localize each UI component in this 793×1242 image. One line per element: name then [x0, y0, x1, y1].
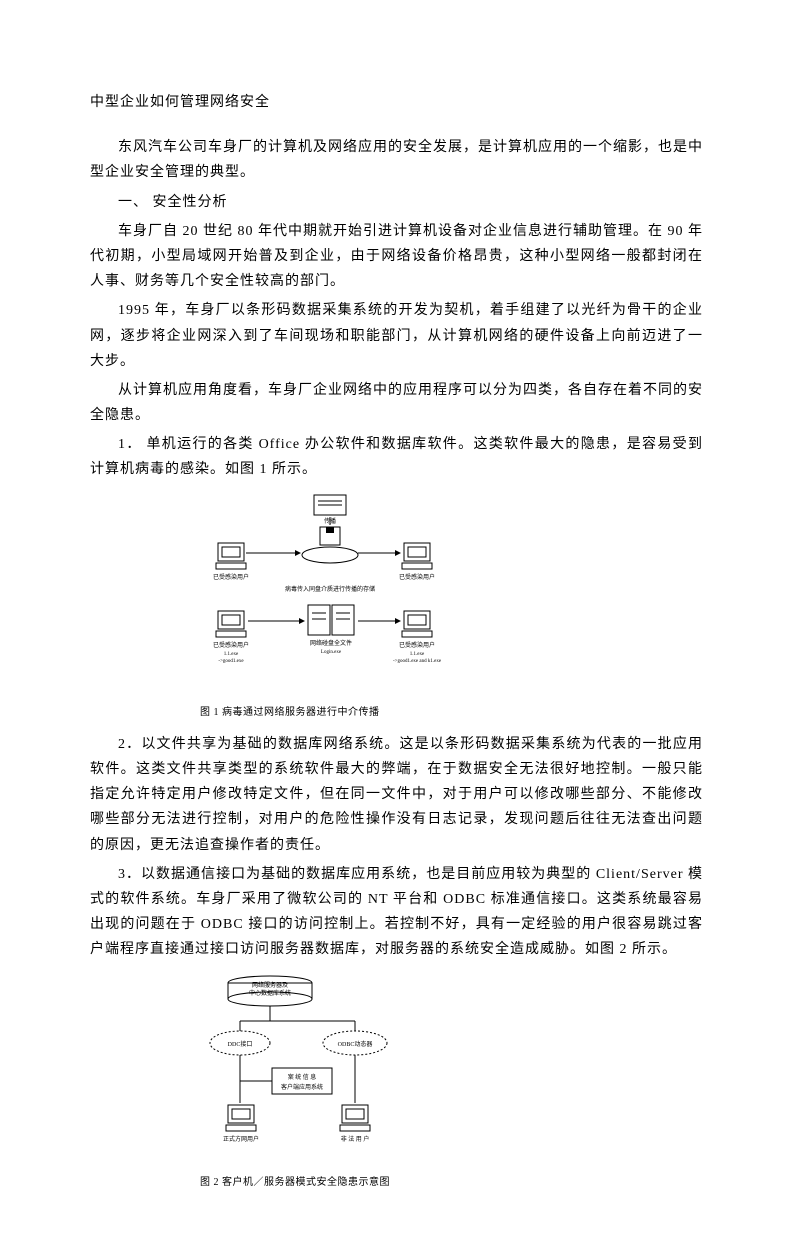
paragraph-2: 一、 安全性分析: [90, 190, 703, 215]
page-title: 中型企业如何管理网络安全: [90, 90, 703, 115]
svg-text:已受感染用户: 已受感染用户: [399, 641, 435, 649]
paragraph-8: 3．以数据通信接口为基础的数据库应用系统，也是目前应用较为典型的 Client/…: [90, 862, 703, 963]
paragraph-3: 车身厂自 20 世纪 80 年代中期就开始引进计算机设备对企业信息进行辅助管理。…: [90, 219, 703, 295]
svg-text:案 统 信 息: 案 统 信 息: [288, 1073, 317, 1081]
svg-text:中心数据库系统: 中心数据库系统: [249, 989, 291, 997]
fig2-db: 网络服务器及 中心数据库系统: [228, 976, 312, 1006]
paragraph-6: 1． 单机运行的各类 Office 办公软件和数据库软件。这类软件最大的隐患，是…: [90, 432, 703, 482]
fig1-top-left-pc: 已受感染用户: [213, 543, 249, 581]
svg-text:->good1.exe and k1.exe: ->good1.exe and k1.exe: [393, 659, 442, 664]
svg-text:网络服务器及: 网络服务器及: [252, 981, 288, 989]
fig2-left-cloud: DDC接口: [210, 1031, 270, 1055]
figure-1-caption: 图 1 病毒通过网络服务器进行中介传播: [200, 704, 703, 722]
svg-text:DDC接口: DDC接口: [228, 1040, 253, 1048]
svg-text:网络碰盘全文件: 网络碰盘全文件: [310, 639, 352, 647]
svg-text:非 法 用 户: 非 法 用 户: [341, 1135, 370, 1143]
svg-text:已受感染用户: 已受感染用户: [399, 573, 435, 581]
figure-2: 网络服务器及 中心数据库系统 DDC接口 ODBC动态器: [200, 973, 703, 1192]
svg-text:已受感染用户: 已受感染用户: [213, 573, 249, 581]
svg-text:正式方网用户: 正式方网用户: [223, 1135, 259, 1143]
fig1-bot-left-pc: 已受感染用户 1.1.exe ->good1.exe: [213, 611, 249, 664]
paragraph-1: 东风汽车公司车身厂的计算机及网络应用的安全发展，是计算机应用的一个缩影，也是中型…: [90, 135, 703, 185]
fig1-bot-right-pc: 已受感染用户 1.1.exe ->good1.exe and k1.exe: [393, 611, 442, 664]
svg-text:->good1.exe: ->good1.exe: [218, 659, 244, 664]
svg-text:1.1.exe: 1.1.exe: [410, 652, 425, 657]
svg-text:ODBC动态器: ODBC动态器: [338, 1040, 373, 1048]
fig1-top-sub: 病毒传入同盘介质进行传播的存储: [285, 585, 375, 593]
figure-2-caption: 图 2 客户机／服务器模式安全隐患示意图: [200, 1174, 703, 1192]
svg-text:已受感染用户: 已受感染用户: [213, 641, 249, 649]
svg-text:Login.exe: Login.exe: [321, 650, 342, 655]
fig2-left-pc: 正式方网用户: [223, 1105, 259, 1143]
figure-1-svg: 传播 已受感染用户 已受感染用户 病毒: [200, 493, 460, 693]
paragraph-5: 从计算机应用角度看，车身厂企业网络中的应用程序可以分为四类，各自存在着不同的安全…: [90, 378, 703, 428]
svg-text:客户端应用系统: 客户端应用系统: [281, 1083, 323, 1091]
figure-1: 传播 已受感染用户 已受感染用户 病毒: [200, 493, 703, 722]
figure-2-svg: 网络服务器及 中心数据库系统 DDC接口 ODBC动态器: [200, 973, 410, 1163]
paragraph-4: 1995 年，车身厂以条形码数据采集系统的开发为契机，着手组建了以光纤为骨干的企…: [90, 298, 703, 374]
fig1-top-right-pc: 已受感染用户: [399, 543, 435, 581]
fig1-bot-server: 网络碰盘全文件 Login.exe: [308, 605, 354, 655]
paragraph-7: 2．以文件共享为基础的数据库网络系统。这是以条形码数据采集系统为代表的一批应用软…: [90, 732, 703, 858]
fig2-right-cloud: ODBC动态器: [323, 1031, 387, 1055]
svg-text:1.1.exe: 1.1.exe: [224, 652, 239, 657]
fig2-mid-box: 案 统 信 息 客户端应用系统: [272, 1068, 332, 1094]
fig2-right-pc: 非 法 用 户: [340, 1105, 370, 1143]
